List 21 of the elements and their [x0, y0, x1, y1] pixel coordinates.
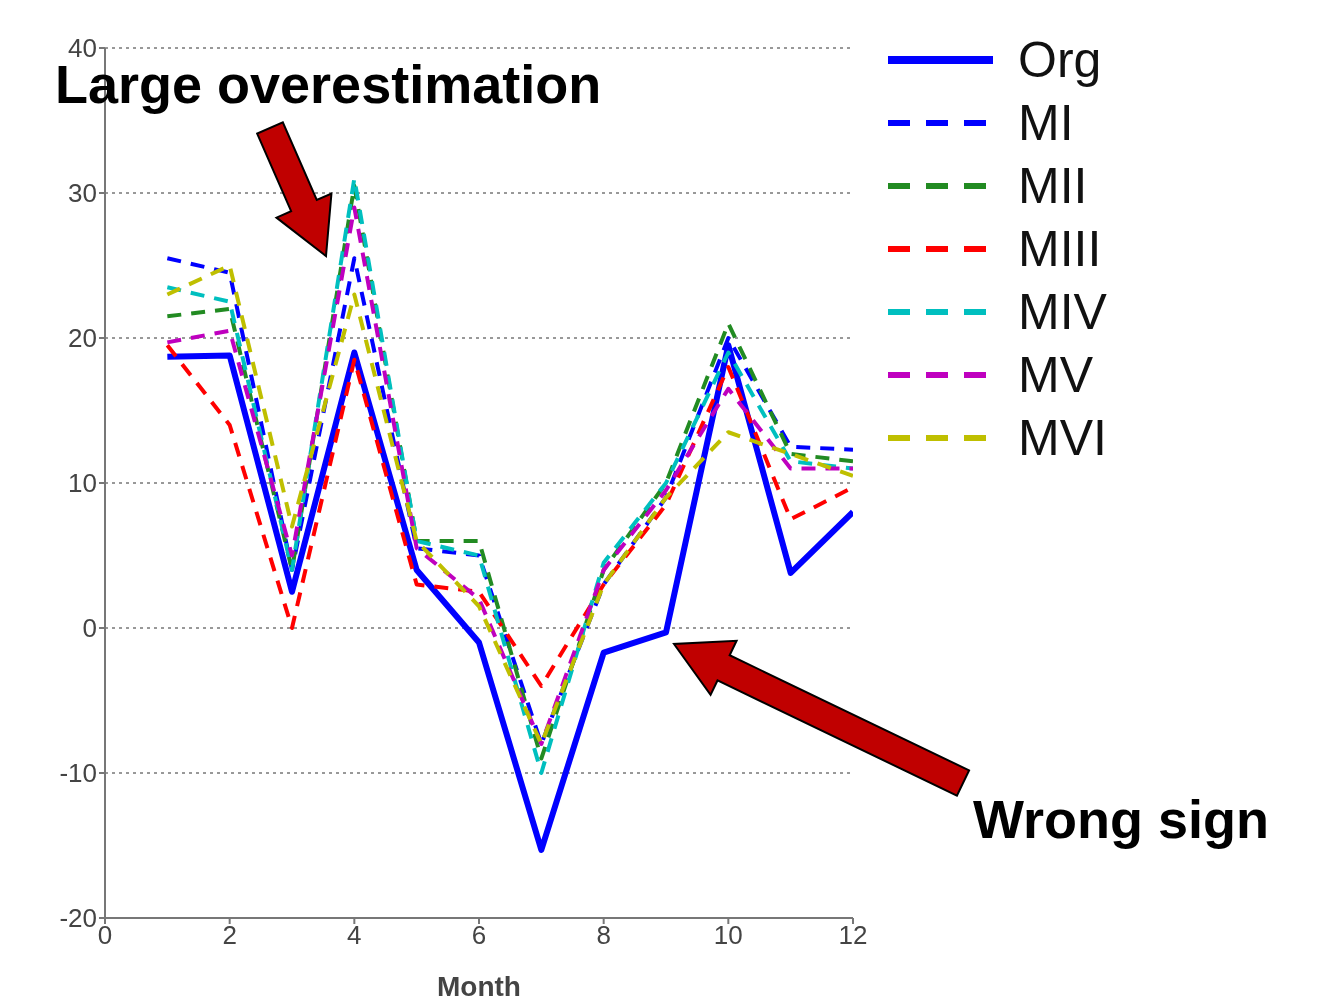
- legend-label: Org: [1018, 30, 1102, 89]
- x-tick-label: 2: [222, 920, 237, 951]
- x-tick-label: 10: [713, 920, 743, 951]
- x-tick-label: 4: [347, 920, 362, 951]
- x-tick-label: 8: [596, 920, 611, 951]
- legend-label: MV: [1018, 345, 1093, 404]
- y-tick-label: 0: [82, 613, 97, 644]
- y-tick-label: -10: [59, 758, 97, 789]
- x-axis-title: Month: [437, 971, 521, 997]
- legend-label: MIV: [1018, 282, 1107, 341]
- y-tick-label: 20: [68, 323, 97, 354]
- x-tick-label: 12: [838, 920, 868, 951]
- legend-label: MII: [1018, 156, 1088, 215]
- y-tick-label: -20: [59, 903, 97, 934]
- text: Wrong sign: [973, 789, 1269, 849]
- legend-label: MIII: [1018, 219, 1102, 278]
- x-tick-label: 6: [471, 920, 487, 951]
- legend-label: MVI: [1018, 408, 1107, 467]
- y-tick-label: 30: [68, 178, 97, 209]
- legend-label: MI: [1018, 93, 1074, 152]
- y-tick-label: 10: [68, 468, 97, 499]
